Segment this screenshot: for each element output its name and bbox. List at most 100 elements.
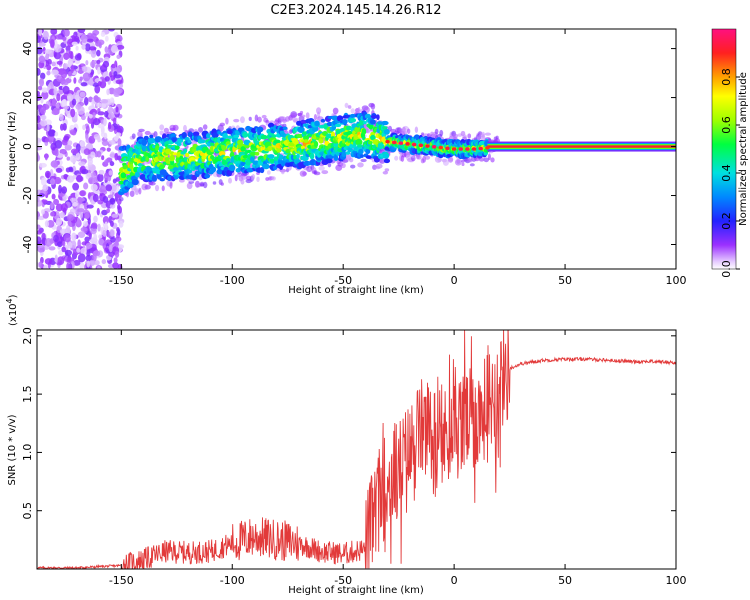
spectrogram-ridge-blob [210,166,217,173]
spectrogram-noise-blob [40,114,47,121]
spectrogram-halo-blob [129,190,135,197]
spectrogram-noise-blob [85,254,92,262]
snr-xtick-label: -150 [109,574,134,587]
spectrogram-halo-blob [300,114,306,118]
spectrogram-noise-blob [96,103,103,108]
spectrogram-ridge-blob [267,145,273,152]
spectrogram-noise-blob [50,211,55,217]
spectrogram-noise-blob [113,71,118,77]
spectrogram-noise-blob [51,109,60,116]
spectrogram-noise-blob [60,203,68,212]
spectrogram-noise-blob [85,43,91,52]
spectrogram-noise-blob [37,230,43,235]
spectrogram-noise-blob [114,250,120,258]
spectrogram-halo-blob [302,171,307,176]
spectrogram-ridge-blob [296,153,300,159]
spectrogram-noise-blob [81,168,89,175]
spectrogram-noise-blob [79,262,85,269]
snr-frame [36,329,677,570]
spectrogram-noise-blob [50,202,54,210]
spectrogram-noise-blob [112,117,117,125]
spectrogram-halo-blob [313,171,321,176]
spectrogram-noise-blob [109,220,114,227]
snr-ytick-label: 0.5 [21,502,34,519]
spectrogram-noise-blob [67,140,73,146]
spectrogram-noise-blob [90,151,96,159]
spectrogram-noise-blob [98,234,103,239]
spectrogram-noise-blob [98,184,107,193]
spectrogram-noise-blob [76,217,81,225]
spectrogram-noise-blob [53,198,60,205]
spectrogram-ridge-blob [170,159,175,166]
snr-xtick-label: 50 [558,574,572,587]
spectrogram-noise-blob [94,96,101,103]
spectrogram-noise-blob [96,265,101,269]
spectrogram-ridge-blob [272,165,278,170]
spectrogram-ridge-blob [376,114,380,121]
spectrogram-halo-blob [159,130,164,136]
spectrogram-noise-blob [116,44,125,50]
spectrogram-halo-blob [261,114,267,119]
snr-xtick-label: -100 [220,574,245,587]
spectrogram-noise-blob [44,153,48,161]
spectrogram-noise-blob [44,137,50,143]
spectrogram-halo-blob [257,116,262,123]
spectrogram-noise-blob [96,207,100,216]
spectrogram-noise-blob [79,140,86,147]
spectrogram-halo-blob [228,177,233,184]
spectrogram-halo-blob [452,133,459,138]
spectrogram-halo-blob [394,155,399,161]
spectrogram-noise-blob [84,236,90,243]
spectrogram-noise-blob [111,184,117,192]
spectrogram-noise-blob [79,190,86,197]
spectrogram-noise-blob [96,59,101,65]
spectrogram-noise-blob [53,39,58,49]
spectrogram-noise-blob [111,213,119,218]
spectrogram-noise-blob [115,79,123,85]
spectrogram-noise-blob [48,246,56,251]
spectrogram-noise-blob [72,182,80,191]
spectrogram-noise-blob [70,148,79,155]
spectrogram-peak-blob [392,140,397,145]
spectrogram-noise-blob [104,76,110,82]
spectrogram-ridge-blob [271,134,277,138]
spec-ytick-label: 40 [21,42,34,56]
spectrogram-halo-blob [186,182,193,190]
spectrogram-noise-blob [103,117,107,127]
spectrogram-noise-blob [90,227,97,235]
spectrogram-halo-blob [178,179,185,183]
spectrogram-noise-blob [94,84,101,94]
spectrogram-ridge-blob [361,128,367,135]
spectrogram-peak-blob [405,142,410,146]
spectrogram-ridge-blob [155,145,160,151]
spectrogram-noise-blob [93,233,98,242]
spectrogram-noise-blob [61,139,69,146]
spectrogram-y-label: Frequency (Hz) [7,111,18,187]
spectrogram-noise-blob [59,113,64,121]
spectrogram-ridge-blob [278,154,284,161]
spectrogram-noise-blob [115,106,119,113]
spectrogram-noise-blob [93,215,98,223]
spectrogram-ridge-blob [211,132,219,139]
spectrogram-noise-blob [87,177,95,185]
spectrogram-noise-blob [107,106,113,114]
spectrogram-noise-blob [63,52,70,60]
spectrogram-noise-blob [49,168,54,176]
spectrogram-noise-blob [109,161,115,167]
spectrogram-noise-blob [54,34,63,40]
spectrogram-noise-blob [51,97,57,107]
spectrogram-ridge-blob [149,134,154,139]
spectrogram-halo-blob [375,163,383,169]
spectrogram-halo-blob [153,131,158,138]
colorbar-tick-label: 0.2 [720,212,733,230]
spectrogram-ridge-blob [356,144,364,148]
spectrogram-noise-blob [46,123,50,132]
spectrogram-halo-blob [234,174,238,182]
spectrogram-noise-blob [79,91,86,98]
spectrogram-noise-blob [102,60,110,68]
spectrogram-noise-blob [102,215,110,225]
spectrogram-noise-blob [61,186,68,194]
spectrogram-noise-blob [56,217,63,226]
spec-xtick-label: 50 [558,274,572,287]
spectrogram-noise-blob [39,162,47,168]
